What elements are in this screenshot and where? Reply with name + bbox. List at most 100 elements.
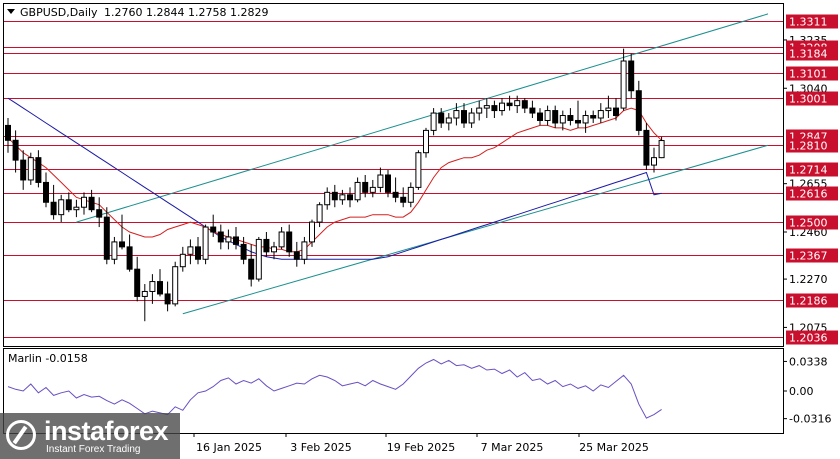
price-axis-level-tags: 1.33111.32081.31841.31011.30011.28471.28… [786,14,838,345]
candle-body-68 [521,100,528,109]
candle-body-17 [134,268,141,297]
candle-22 [172,261,179,307]
candle-body-12 [96,209,103,218]
candle-51 [392,177,399,203]
candle-39 [301,236,308,265]
marlin-oscillator [7,358,662,419]
candle-55 [423,127,429,158]
logo-name: instaforex [44,416,169,446]
level-tag-4: 1.3001 [789,93,828,106]
candle-body-67 [514,100,521,107]
candle-body-32 [248,258,255,280]
candle-body-2 [20,159,27,181]
channel-line-1 [182,144,769,315]
candle-body-36 [278,231,285,248]
candle-body-78 [597,110,604,119]
candle-35 [271,241,277,260]
candle-71 [544,105,551,126]
candle-body-72 [552,110,559,124]
candle-70 [537,108,543,126]
candle-body-52 [400,196,407,203]
candle-body-60 [461,110,467,124]
candle-45 [347,187,353,208]
candle-13 [103,207,110,265]
candle-37 [286,224,293,257]
candle-body-25 [195,246,201,260]
candle-27 [210,214,217,237]
candle-23 [179,246,186,272]
candle-54 [415,150,422,190]
candle-81 [620,48,627,111]
candle-76 [582,110,589,133]
candle-38 [293,241,300,267]
level-tag-6: 1.2810 [789,140,828,153]
candle-body-71 [544,110,551,121]
candle-body-34 [263,238,270,253]
candle-body-51 [392,191,399,198]
level-tag-7: 1.2714 [789,164,828,177]
candle-body-22 [172,266,179,305]
level-tag-0: 1.3311 [789,16,828,29]
date-label-1: 3 Feb 2025 [290,441,351,454]
date-label-2: 19 Feb 2025 [387,441,455,454]
candle-31 [240,236,247,265]
candle-body-42 [324,191,331,206]
candle-body-58 [445,117,452,124]
fast-moving-average [7,107,662,253]
candle-body-40 [309,221,315,243]
candle-body-56 [430,112,437,131]
price-tick-4: 1.2270 [789,273,828,286]
osc-tick-2: -0.0316 [789,413,831,426]
candle-46 [354,177,361,203]
candle-body-63 [483,105,490,109]
channel-line-0 [76,13,769,223]
candle-6 [50,184,57,220]
level-tag-bg-6 [786,138,838,153]
candle-68 [521,98,528,114]
trend-channel-lines [76,13,769,315]
date-label-4: 25 Mar 2025 [579,441,649,454]
candle-47 [362,175,369,198]
candle-body-0 [5,124,11,141]
candle-26 [202,224,209,265]
candle-body-48 [369,186,376,193]
candle-body-20 [157,281,163,295]
candle-body-80 [613,107,619,117]
candle-body-49 [377,174,384,188]
date-axis-labels: 16 Jan 2025 3 Feb 2025 19 Feb 2025 7 Mar 20… [193,433,649,454]
candle-14 [111,236,118,265]
candle-4 [35,150,42,188]
candle-12 [96,197,103,228]
candle-28 [217,224,224,250]
candle-body-86 [658,140,665,159]
candle-77 [590,110,597,123]
candle-19 [149,274,156,304]
candle-82 [628,53,635,99]
candle-64 [491,100,498,118]
candle-body-70 [537,112,543,121]
level-tag-3: 1.3101 [789,68,828,81]
candle-body-24 [187,246,194,255]
level-tag-bg-3 [786,66,838,81]
candle-body-45 [347,194,353,201]
candle-body-53 [407,186,414,203]
candle-body-9 [73,206,80,211]
candle-body-84 [643,129,650,166]
candle-body-23 [179,253,186,268]
candle-60 [461,103,467,128]
candle-body-66 [506,102,513,107]
candle-57 [438,108,445,128]
candle-body-38 [293,251,300,260]
candle-body-30 [233,236,239,245]
candle-body-81 [620,60,627,109]
level-tag-bg-9 [786,215,838,230]
candle-body-76 [582,115,589,124]
level-tag-2: 1.3184 [789,48,828,61]
candlesticks [5,48,665,322]
candle-15 [119,214,125,250]
candle-body-1 [12,139,19,161]
level-tag-12: 1.2036 [789,332,828,345]
slow-moving-average [7,97,662,260]
menu-triangle-icon[interactable] [7,9,15,14]
candle-body-6 [50,201,57,216]
